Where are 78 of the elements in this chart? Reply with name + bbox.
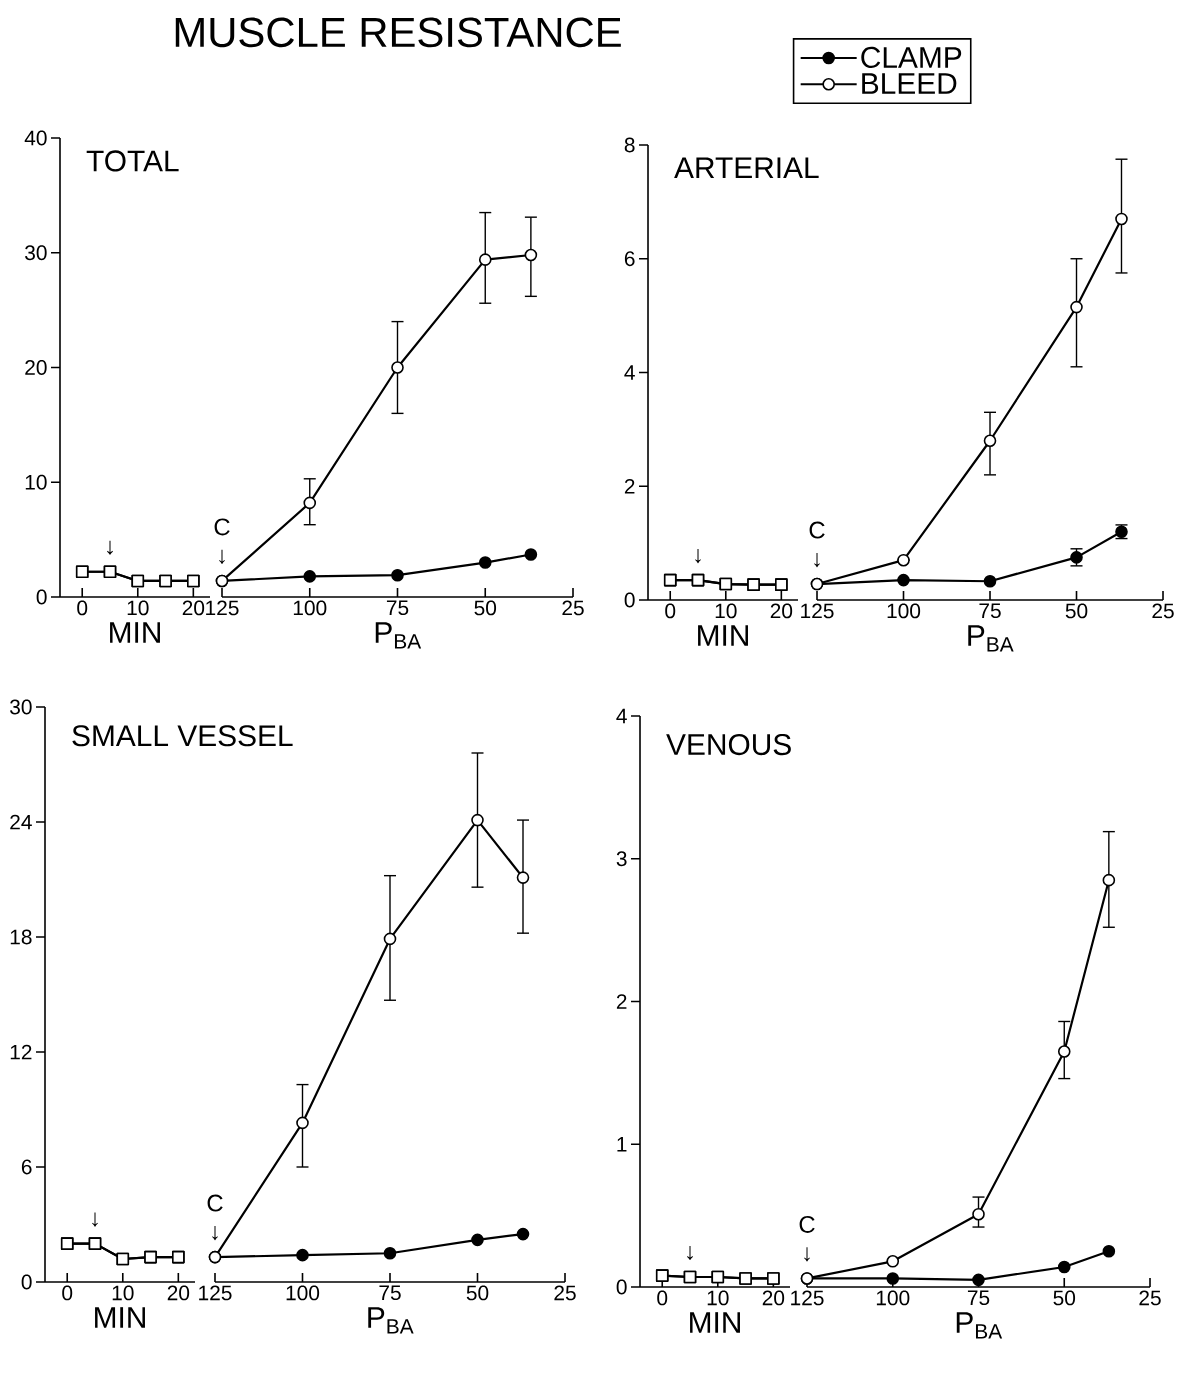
- annotation: ↓: [814, 552, 820, 568]
- y-tick-label: 10: [25, 474, 47, 490]
- x-tick-label: 75: [979, 603, 1001, 619]
- x-tick-label: 20: [167, 1285, 190, 1301]
- x-tick-label: 125: [801, 603, 834, 619]
- x-tick-label: 100: [887, 603, 921, 619]
- x-axis-title: MIN: [95, 1307, 145, 1328]
- x-tick-label: 100: [286, 1285, 320, 1301]
- x-tick-label: 10: [127, 600, 149, 616]
- x-tick-label: 20: [762, 1290, 785, 1306]
- x-axis-title: MIN: [690, 1312, 740, 1333]
- x-axis-title: MIN: [110, 622, 160, 643]
- annotation: C: [799, 1215, 815, 1233]
- x-tick-label: 25: [1139, 1290, 1161, 1306]
- x-tick-label: 0: [657, 1290, 668, 1306]
- annotation: ↓: [695, 549, 701, 564]
- annotation: ↓: [212, 1226, 218, 1241]
- text: MUSCLE RESISTANCE: [175, 17, 621, 48]
- x-tick-label: 100: [876, 1290, 910, 1306]
- x-axis-title: P$_{BA}$: [375, 622, 422, 649]
- x-tick-label: 50: [1053, 1290, 1076, 1306]
- y-tick-label: 1: [617, 1137, 627, 1152]
- x-tick-label: 0: [62, 1285, 73, 1301]
- x-tick-label: 75: [967, 1290, 990, 1306]
- chart-title: VENOUS: [666, 733, 791, 756]
- y-tick-label: 4: [624, 365, 635, 380]
- y-tick-label: 30: [25, 245, 47, 261]
- x-tick-label: 10: [707, 1290, 729, 1306]
- x-tick-label: 50: [474, 600, 497, 616]
- y-tick-label: 18: [10, 929, 32, 945]
- chart-title: ARTERIAL: [674, 157, 819, 179]
- y-tick-label: 2: [624, 478, 635, 494]
- x-tick-label: 0: [77, 600, 88, 616]
- x-tick-label: 25: [554, 1285, 576, 1301]
- chart-title: SMALL VESSEL: [72, 725, 293, 747]
- x-axis-title: P$_{BA}$: [956, 1312, 1003, 1339]
- x-tick-label: 0: [665, 603, 676, 619]
- x-axis-title: MIN: [698, 625, 748, 646]
- y-tick-label: 6: [624, 251, 635, 267]
- y-tick-label: 0: [21, 1274, 32, 1290]
- annotation: C: [207, 1194, 223, 1212]
- y-tick-label: 2: [616, 994, 627, 1009]
- x-tick-label: 50: [466, 1285, 489, 1301]
- x-tick-label: 25: [1152, 603, 1174, 619]
- x-axis-title: P$_{BA}$: [368, 1307, 414, 1334]
- x-tick-label: 25: [562, 600, 584, 616]
- x-tick-label: 20: [770, 603, 793, 619]
- x-tick-label: 100: [293, 600, 327, 616]
- y-tick-label: 12: [10, 1044, 32, 1060]
- annotation: ↓: [687, 1245, 693, 1261]
- annotation: ↓: [804, 1247, 810, 1262]
- legend-label: CLAMP: [861, 46, 962, 69]
- x-tick-label: 125: [199, 1285, 232, 1301]
- annotation: ↓: [92, 1212, 98, 1227]
- x-tick-label: 75: [386, 600, 409, 616]
- annotation: ↓: [107, 540, 113, 555]
- y-tick-label: 0: [36, 589, 47, 605]
- y-tick-label: 24: [10, 814, 32, 830]
- annotation: ↓: [219, 549, 225, 565]
- y-tick-label: 20: [25, 360, 47, 375]
- x-axis-title: P$_{BA}$: [968, 625, 1014, 652]
- x-tick-label: 125: [791, 1290, 824, 1306]
- x-tick-label: 10: [112, 1285, 134, 1301]
- x-tick-label: 125: [206, 600, 239, 616]
- chart-subtitle: TOTAL: [86, 150, 179, 172]
- x-tick-label: 20: [182, 600, 205, 616]
- x-tick-label: 10: [715, 603, 737, 619]
- y-tick-label: 4: [616, 708, 627, 724]
- y-tick-label: 3: [616, 851, 627, 867]
- x-tick-label: 50: [1065, 603, 1088, 619]
- x-tick-label: 75: [379, 1285, 401, 1301]
- legend-label: BLEED: [862, 73, 957, 94]
- y-tick-label: 6: [21, 1159, 32, 1175]
- y-tick-label: 40: [24, 130, 47, 146]
- annotation: C: [214, 518, 230, 536]
- annotation: C: [809, 521, 825, 539]
- y-tick-label: 8: [624, 137, 635, 153]
- y-tick-label: 30: [10, 699, 32, 715]
